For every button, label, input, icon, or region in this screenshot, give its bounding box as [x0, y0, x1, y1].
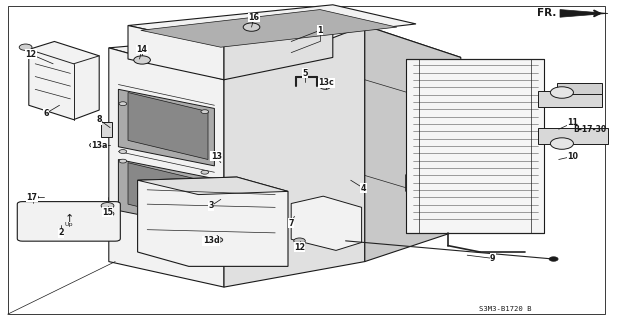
Polygon shape	[128, 163, 208, 223]
Polygon shape	[109, 48, 224, 287]
Text: 5: 5	[303, 69, 308, 78]
Polygon shape	[118, 89, 214, 166]
Text: S3M3-B1720 B: S3M3-B1720 B	[479, 307, 532, 312]
Circle shape	[549, 257, 558, 261]
Polygon shape	[29, 41, 99, 120]
Text: ↑: ↑	[65, 213, 74, 224]
Text: 9: 9	[490, 254, 495, 263]
Circle shape	[201, 170, 209, 174]
Text: FR.: FR.	[538, 8, 557, 19]
Circle shape	[119, 159, 127, 163]
Polygon shape	[560, 10, 608, 17]
Circle shape	[201, 110, 209, 114]
Polygon shape	[141, 10, 397, 47]
Polygon shape	[291, 196, 362, 250]
Text: 6: 6	[44, 109, 49, 118]
Polygon shape	[224, 26, 365, 287]
Circle shape	[119, 102, 127, 106]
Polygon shape	[101, 122, 112, 137]
Polygon shape	[109, 26, 461, 80]
Text: Up: Up	[65, 222, 74, 227]
Circle shape	[294, 238, 305, 244]
Polygon shape	[138, 177, 288, 195]
Polygon shape	[128, 93, 208, 160]
Text: 17: 17	[26, 193, 38, 202]
Text: 2: 2	[58, 228, 63, 237]
Text: 1: 1	[317, 26, 323, 35]
Circle shape	[119, 150, 127, 153]
Circle shape	[134, 56, 150, 64]
Polygon shape	[557, 83, 602, 94]
Polygon shape	[118, 160, 214, 230]
FancyBboxPatch shape	[17, 202, 120, 241]
Text: B-17-30: B-17-30	[573, 125, 606, 134]
Text: 10: 10	[567, 152, 579, 161]
Polygon shape	[224, 26, 333, 80]
Polygon shape	[538, 128, 608, 144]
Text: 13c: 13c	[319, 78, 334, 87]
Text: 15: 15	[102, 208, 113, 217]
Circle shape	[320, 84, 330, 89]
Polygon shape	[128, 26, 224, 80]
Text: 7: 7	[289, 219, 294, 228]
Circle shape	[550, 87, 573, 98]
Text: 3: 3	[209, 201, 214, 210]
Circle shape	[101, 203, 114, 209]
Polygon shape	[138, 177, 288, 266]
Circle shape	[90, 143, 100, 148]
Polygon shape	[406, 59, 544, 233]
Text: 4: 4	[361, 184, 366, 193]
Text: 13a: 13a	[91, 141, 108, 150]
Text: 8: 8	[97, 115, 102, 124]
Text: 13: 13	[211, 152, 222, 161]
Text: 12: 12	[25, 50, 36, 59]
Circle shape	[243, 23, 260, 31]
Text: 13d: 13d	[203, 236, 220, 245]
Text: 16: 16	[248, 13, 260, 22]
Text: 14: 14	[136, 45, 148, 54]
Text: 11: 11	[567, 118, 579, 127]
Circle shape	[550, 138, 573, 149]
Circle shape	[212, 237, 223, 242]
Polygon shape	[128, 5, 416, 46]
Polygon shape	[365, 26, 461, 262]
Circle shape	[19, 44, 32, 50]
Polygon shape	[538, 91, 602, 107]
Text: 12: 12	[294, 243, 305, 252]
